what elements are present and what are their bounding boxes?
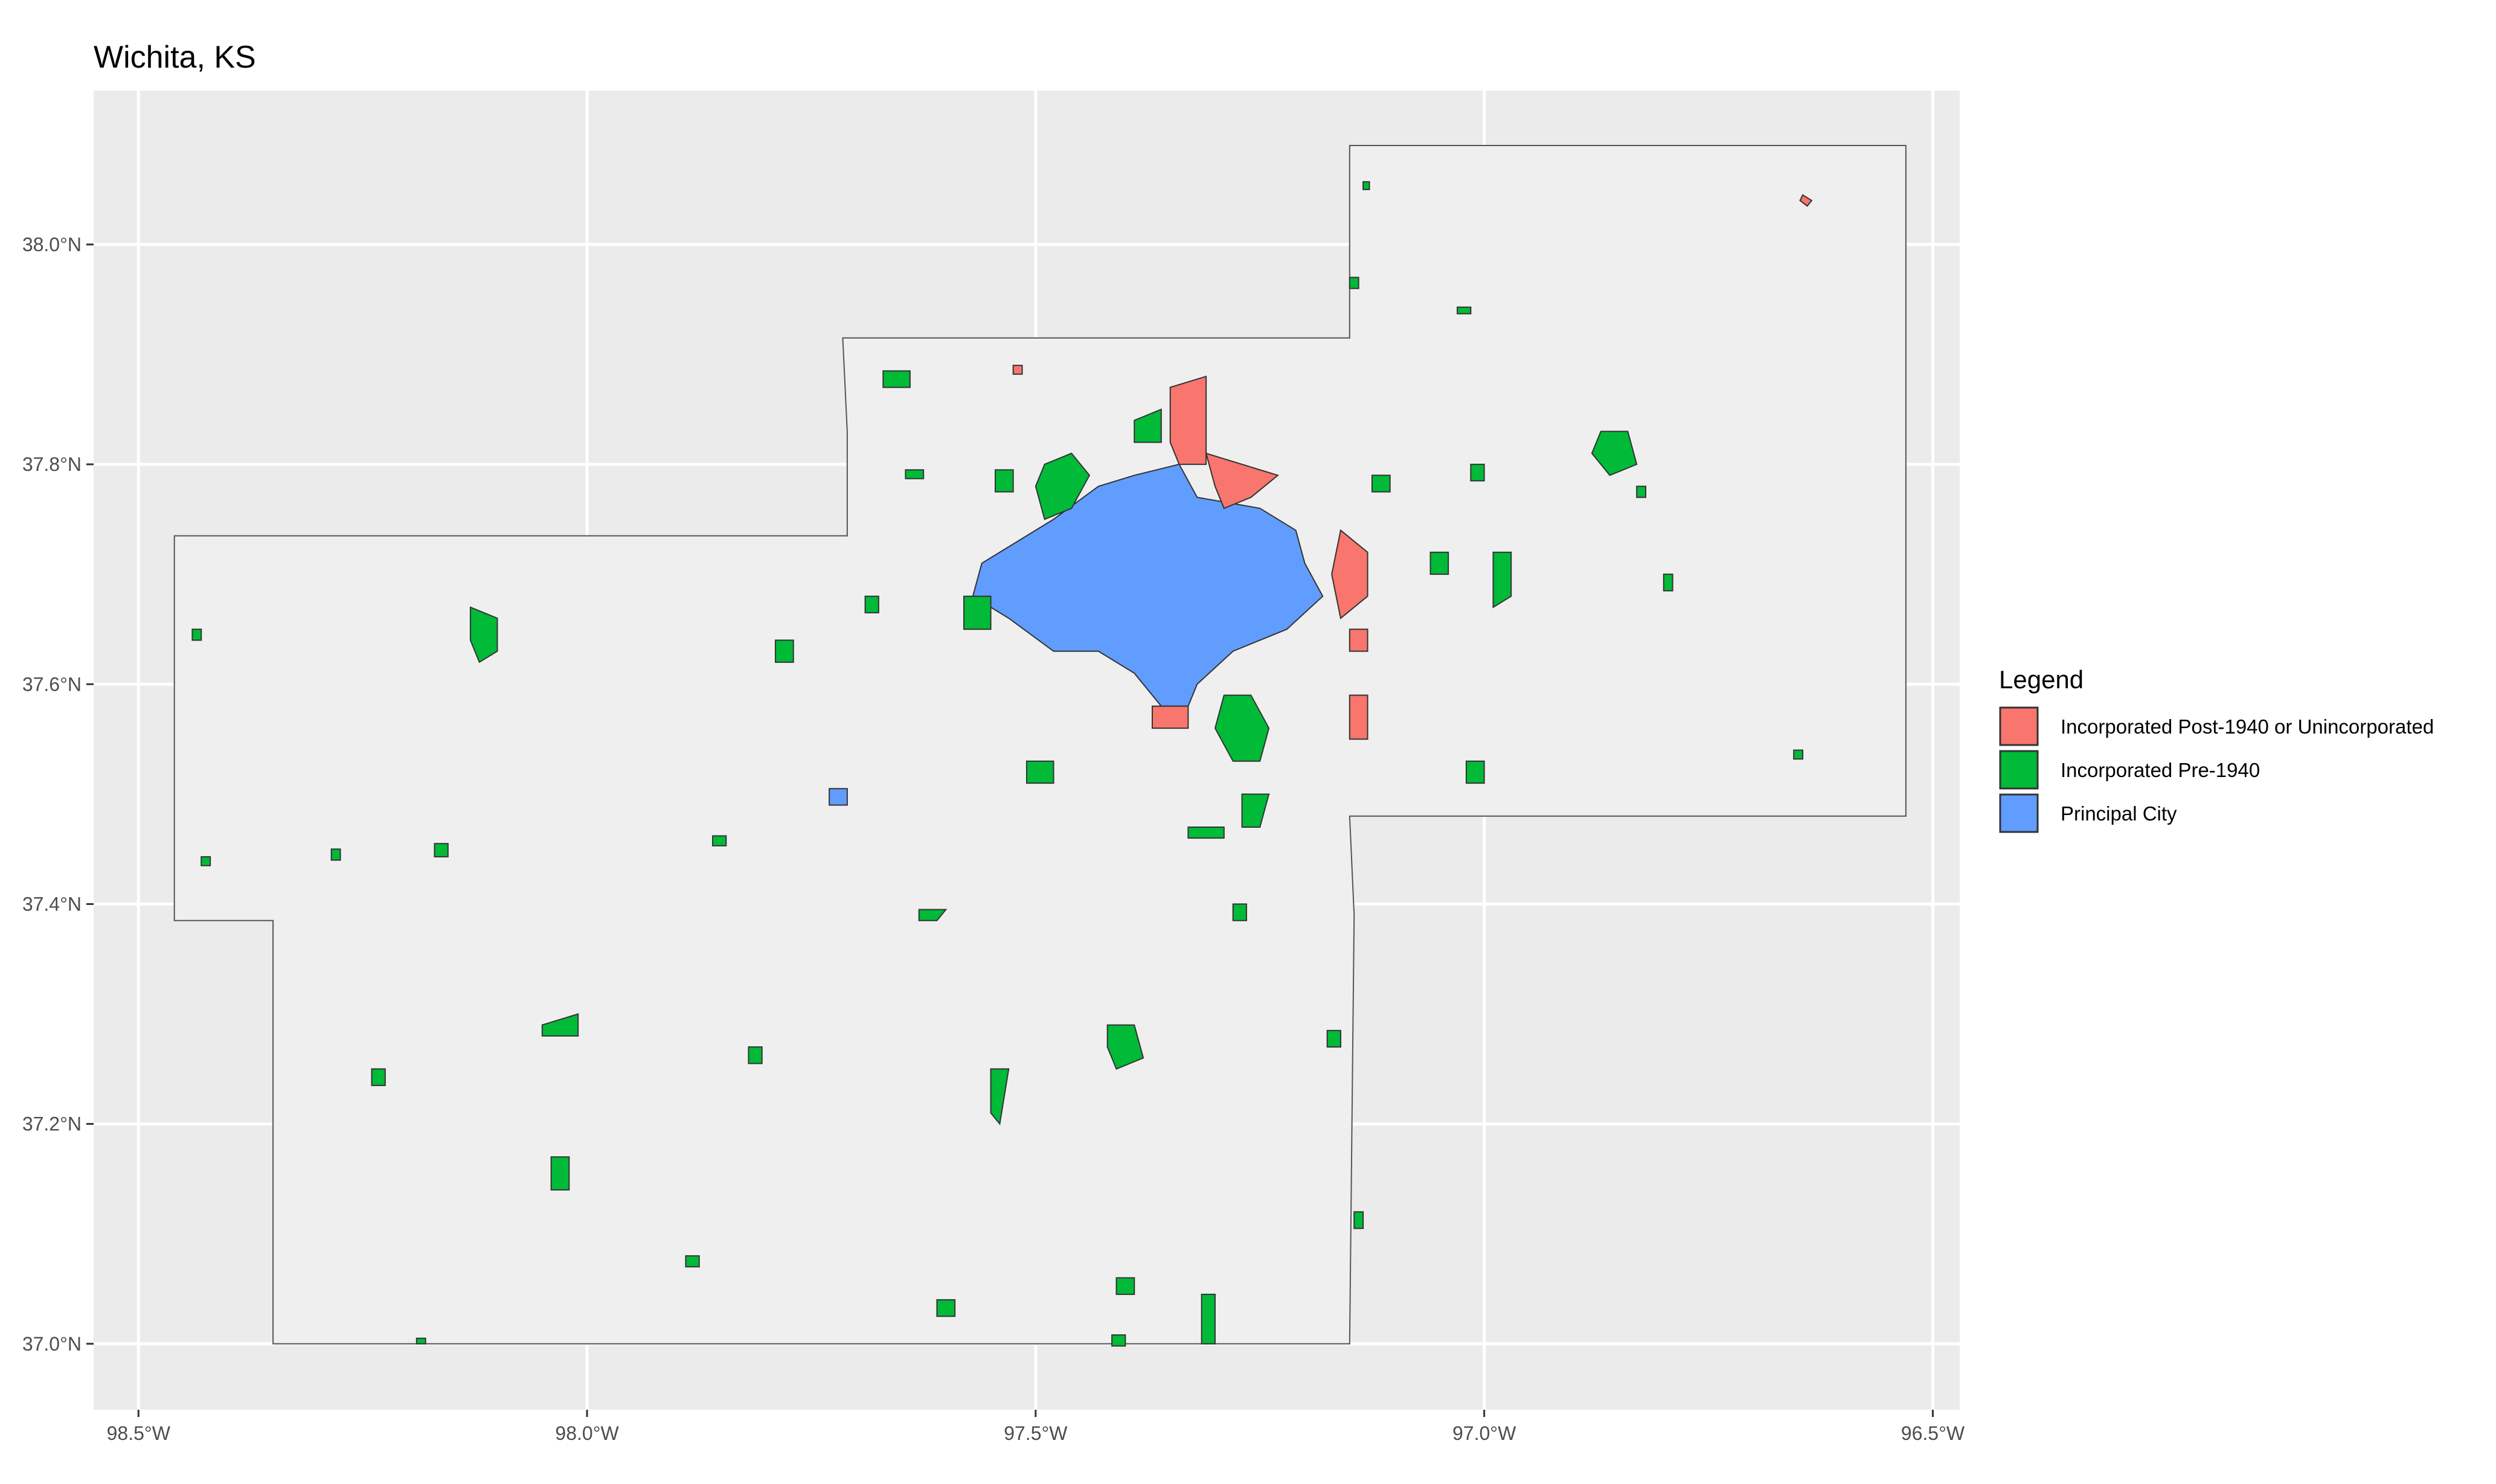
legend: Legend Incorporated Post-1940 or Unincor… xyxy=(1999,665,2434,833)
place-polygon xyxy=(882,370,911,388)
place-polygon xyxy=(1636,485,1647,498)
place-polygon xyxy=(936,1299,956,1317)
place-polygon xyxy=(1362,181,1370,190)
place-polygon xyxy=(1799,194,1813,207)
place-polygon xyxy=(330,848,341,861)
place-polygon xyxy=(1241,793,1270,828)
place-polygon xyxy=(1115,1277,1135,1295)
y-axis: 38.0°N 37.8°N 37.6°N 37.4°N 37.2°N 37.0°N xyxy=(22,234,94,1355)
place-polygon xyxy=(1470,464,1485,482)
y-tick-label: 37.0°N xyxy=(22,1333,82,1355)
place-polygon xyxy=(685,1255,700,1268)
place-polygon xyxy=(1187,826,1225,839)
legend-swatch xyxy=(1999,750,2039,790)
place-polygon xyxy=(1349,694,1368,740)
x-tick-label: 97.5°W xyxy=(1004,1422,1068,1444)
place-polygon xyxy=(1035,452,1091,520)
y-tick-label: 37.8°N xyxy=(22,453,82,475)
place-polygon xyxy=(434,843,449,858)
legend-title: Legend xyxy=(1999,665,2084,694)
chart-title: Wichita, KS xyxy=(94,40,256,75)
x-tick-label: 98.0°W xyxy=(555,1422,619,1444)
x-tick-label: 96.5°W xyxy=(1901,1422,1965,1444)
place-polygon xyxy=(748,1046,763,1064)
place-polygon xyxy=(1151,705,1189,729)
place-polygon xyxy=(963,595,992,630)
place-polygon xyxy=(469,606,498,664)
place-polygon xyxy=(995,469,1014,493)
y-tick-label: 37.6°N xyxy=(22,673,82,695)
place-polygon xyxy=(415,1337,426,1345)
place-polygon xyxy=(1169,376,1207,465)
x-tick-label: 98.5°W xyxy=(107,1422,171,1444)
place-polygon xyxy=(1012,365,1023,375)
place-polygon xyxy=(864,595,879,613)
place-polygon xyxy=(201,856,211,866)
place-polygon xyxy=(1492,551,1512,609)
place-polygon xyxy=(1232,903,1247,921)
place-polygon xyxy=(829,788,848,806)
place-polygon xyxy=(775,639,794,663)
legend-label: Incorporated Post-1940 or Unincorporated xyxy=(2061,715,2434,738)
county-outline xyxy=(173,145,1907,1345)
place-polygons xyxy=(191,181,1813,1347)
place-polygon xyxy=(1429,551,1449,575)
place-polygon xyxy=(905,469,925,479)
place-polygon xyxy=(1793,749,1804,760)
place-polygon xyxy=(972,463,1324,707)
legend-label: Principal City xyxy=(2061,802,2177,825)
place-polygon xyxy=(371,1068,386,1086)
place-polygon xyxy=(1371,475,1391,493)
place-polygon xyxy=(1331,529,1368,619)
place-polygon xyxy=(1205,452,1280,510)
place-polygon xyxy=(1465,760,1485,784)
place-polygon xyxy=(1457,306,1472,315)
y-tick-label: 37.2°N xyxy=(22,1113,82,1135)
place-polygon xyxy=(1134,408,1162,443)
place-polygon xyxy=(1663,574,1673,592)
place-polygon xyxy=(191,628,202,641)
place-polygon xyxy=(1591,430,1638,476)
place-polygon xyxy=(1106,1024,1144,1070)
x-tick-label: 97.0°W xyxy=(1452,1422,1516,1444)
legend-swatch xyxy=(1999,793,2039,833)
county-boundary xyxy=(173,145,1907,1345)
place-polygon xyxy=(990,1068,1010,1125)
place-polygon xyxy=(1326,1029,1341,1048)
place-polygon xyxy=(550,1156,570,1191)
place-polygon xyxy=(1214,694,1270,762)
place-polygon xyxy=(712,835,727,846)
place-polygon xyxy=(1349,277,1359,289)
place-polygon xyxy=(541,1013,579,1037)
place-polygon xyxy=(1201,1293,1216,1345)
x-axis: 98.5°W 98.0°W 97.5°W 97.0°W 96.5°W xyxy=(107,1410,1965,1444)
legend-label: Incorporated Pre-1940 xyxy=(2061,759,2260,781)
y-tick-label: 38.0°N xyxy=(22,234,82,255)
y-tick-label: 37.4°N xyxy=(22,893,82,915)
legend-swatch xyxy=(1999,706,2039,746)
place-polygon xyxy=(1111,1334,1126,1347)
place-polygon xyxy=(1353,1211,1364,1229)
place-polygon xyxy=(918,909,948,921)
place-polygon xyxy=(1026,760,1054,784)
place-polygon xyxy=(1349,628,1368,652)
